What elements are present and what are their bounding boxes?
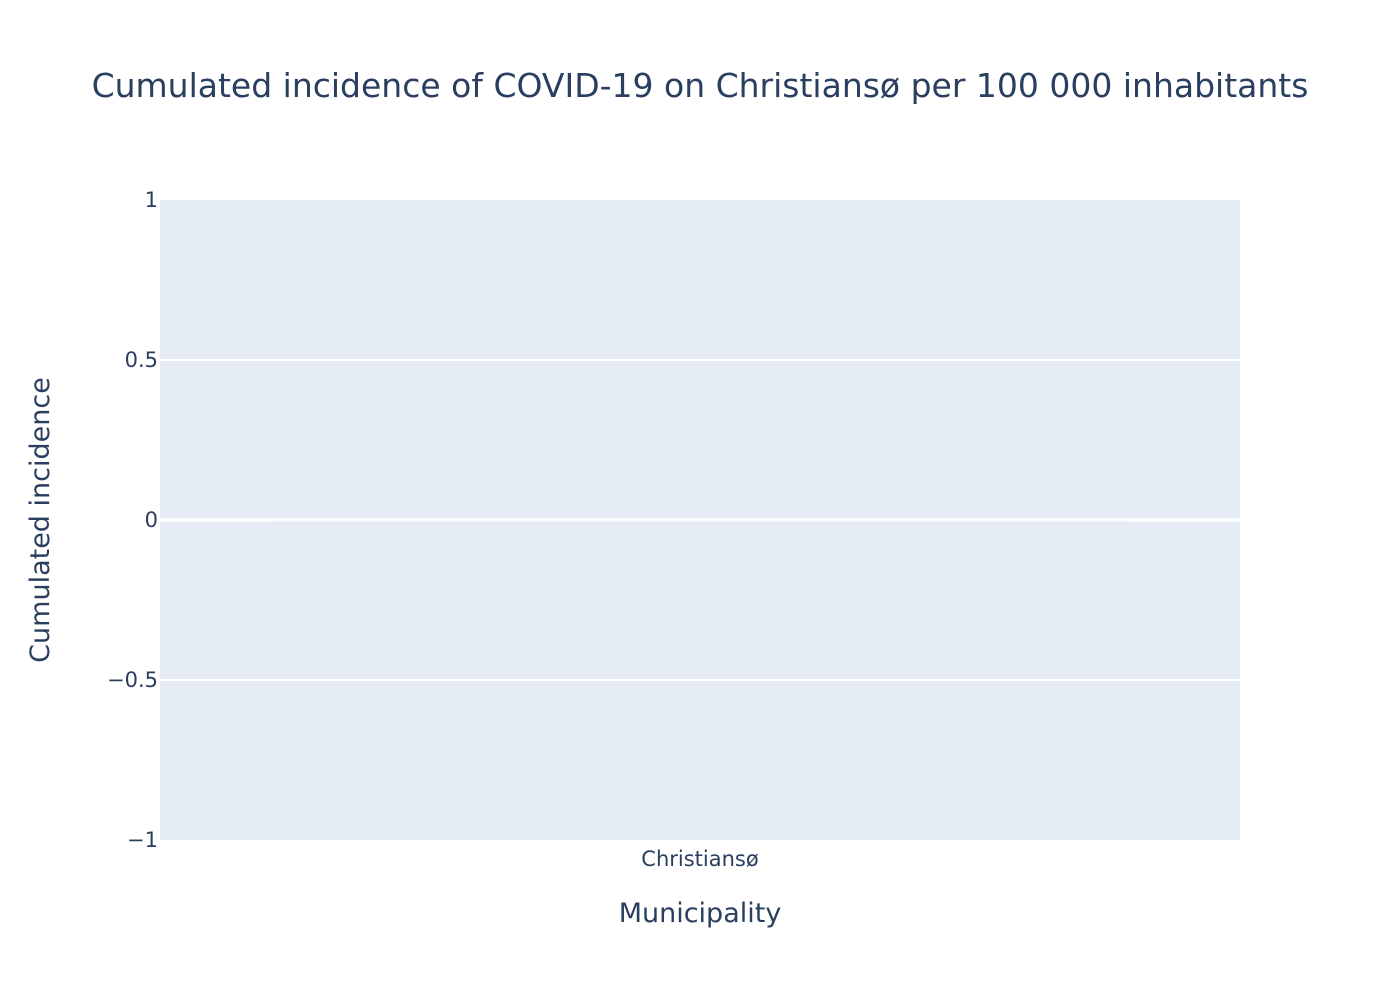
y-tick-label: −1 [127,828,158,852]
y-tick-label: −0.5 [107,668,158,692]
bars [268,520,1132,521]
gridlines [160,359,1240,681]
y-tick-label: 0.5 [125,348,158,372]
y-axis-title: Cumulated incidence [25,377,56,663]
y-tick-label: 0 [145,508,158,532]
x-tick-label: Christiansø [641,847,759,871]
chart-title: Cumulated incidence of COVID-19 on Chris… [91,66,1309,105]
x-tick-labels: Christiansø [641,847,759,871]
bar [268,520,1132,521]
y-tick-labels: 1 0.5 0 −0.5 −1 [107,188,158,852]
x-axis-title: Municipality [619,898,782,929]
y-tick-label: 1 [145,188,158,212]
